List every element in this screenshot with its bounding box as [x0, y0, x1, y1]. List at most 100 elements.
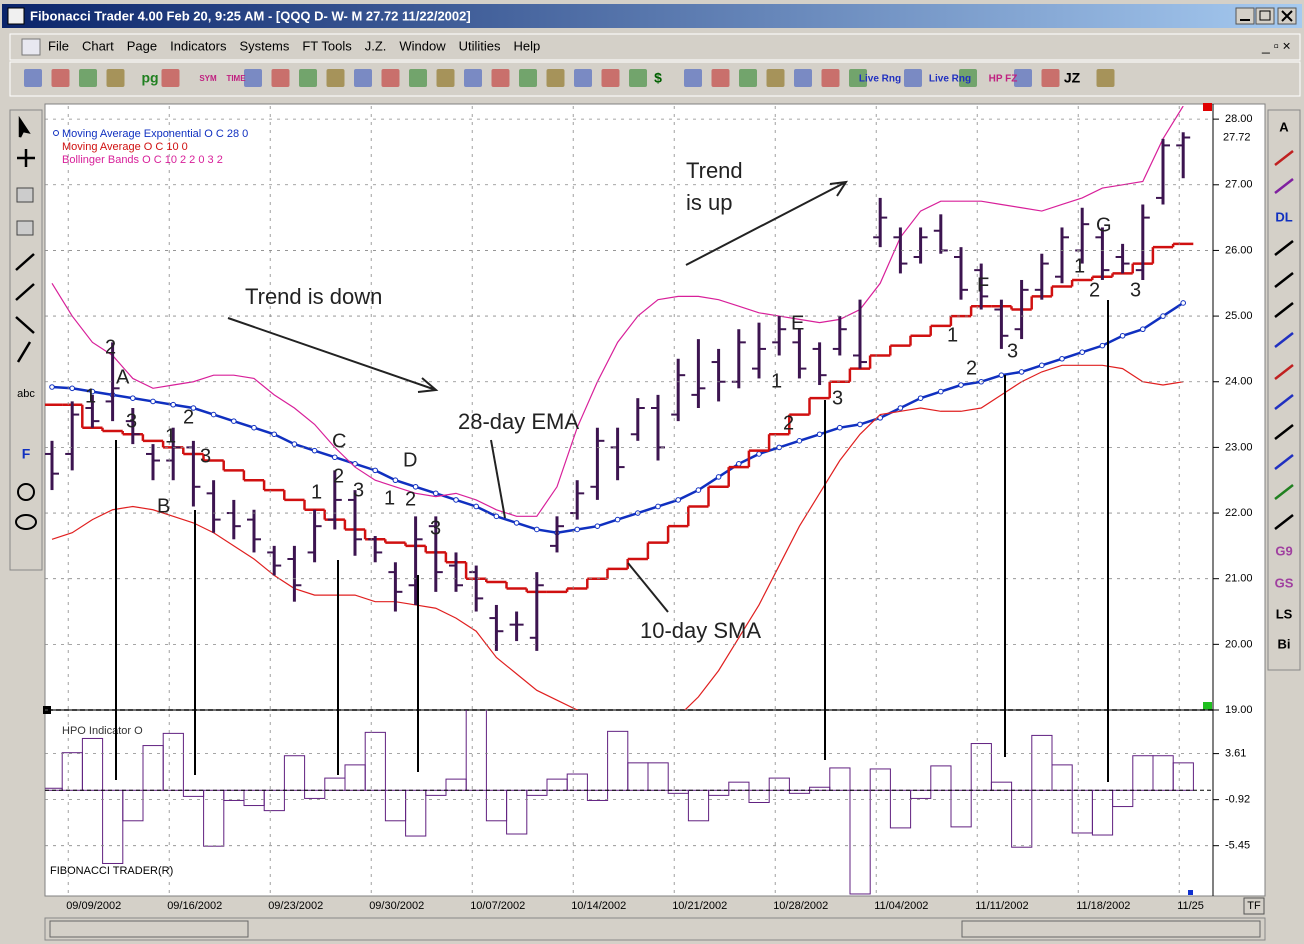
tool-label[interactable]: G9 — [1275, 543, 1292, 558]
toolbar-button[interactable] — [299, 69, 317, 87]
toolbar-label[interactable]: TIME — [226, 74, 246, 83]
toolbar-button[interactable] — [381, 69, 400, 87]
toolbar-button[interactable] — [24, 69, 42, 87]
tool-icon[interactable] — [15, 253, 35, 271]
toolbar-button[interactable] — [629, 69, 647, 87]
tool-icon[interactable] — [15, 283, 35, 301]
tool-icon[interactable] — [17, 483, 35, 501]
tool-icon[interactable] — [1274, 178, 1294, 194]
tool-icon[interactable] — [16, 220, 34, 236]
toolbar-label[interactable]: Live Rng — [859, 74, 901, 85]
toolbar-button[interactable] — [959, 69, 977, 87]
toolbar-button[interactable] — [244, 69, 262, 87]
wave-label: 1 — [1074, 255, 1085, 277]
menu: File Chart Page Indicators Systems FT Tools J.… — [48, 38, 540, 53]
toolbar-button[interactable] — [684, 69, 702, 87]
legend-entry: Bollinger Bands O C 10 2 2 0 3 2 — [62, 154, 223, 166]
tool-icon[interactable] — [1274, 484, 1294, 500]
tool-icon[interactable] — [1274, 364, 1294, 380]
tool-label[interactable]: Bi — [1278, 636, 1291, 651]
wave-label: 3 — [353, 479, 364, 501]
toolbar-button[interactable] — [79, 69, 97, 87]
toolbar-button[interactable] — [739, 69, 757, 87]
toolbar-button[interactable] — [766, 69, 785, 87]
menu-item[interactable]: Systems — [240, 38, 290, 53]
tool-label[interactable]: F — [22, 446, 31, 462]
tool-label[interactable]: LS — [1276, 606, 1293, 621]
toolbar-button[interactable] — [904, 69, 922, 87]
window-controls[interactable] — [1235, 7, 1297, 25]
toolbar-button[interactable] — [794, 69, 812, 87]
last-price: 27.72 — [1223, 131, 1251, 143]
ema-dot — [352, 461, 358, 467]
toolbar-label[interactable]: SYM — [199, 74, 217, 83]
toolbar-button[interactable] — [519, 69, 537, 87]
tool-icon[interactable] — [15, 514, 37, 530]
tool-icon[interactable] — [1274, 240, 1294, 256]
tool-label[interactable]: GS — [1275, 575, 1294, 590]
menu-item[interactable]: Help — [514, 38, 541, 53]
tool-label[interactable]: A — [1279, 119, 1289, 134]
tool-icon[interactable] — [1274, 394, 1294, 410]
tool-icon[interactable] — [1274, 150, 1294, 166]
tool-icon[interactable] — [1274, 302, 1294, 318]
toolbar-button[interactable] — [161, 69, 180, 87]
ema-dot — [513, 520, 520, 526]
ema-dot — [473, 503, 480, 510]
y-tick-label: 23.00 — [1225, 441, 1253, 453]
toolbar-label[interactable]: HP FZ — [989, 74, 1018, 85]
toolbar-button[interactable] — [326, 69, 345, 87]
toolbar-button[interactable] — [409, 69, 427, 87]
tool-icon[interactable] — [1274, 514, 1294, 530]
menu-item[interactable]: Indicators — [170, 38, 227, 53]
menu-item[interactable]: Utilities — [459, 38, 501, 53]
toolbar-button[interactable] — [546, 69, 565, 87]
toolbar-button[interactable] — [601, 69, 620, 87]
tool-icon[interactable] — [18, 115, 31, 138]
ema-dot — [1099, 342, 1106, 349]
toolbar-button[interactable] — [849, 69, 867, 87]
wave-label: 3 — [430, 517, 441, 539]
menu-item[interactable]: Window — [399, 38, 446, 53]
hpo-bar — [283, 755, 306, 791]
tool-icon[interactable] — [1274, 454, 1294, 470]
tool-icon[interactable] — [1274, 332, 1294, 348]
toolbar-button[interactable] — [821, 69, 840, 87]
tool-icon[interactable] — [1274, 272, 1294, 288]
toolbar — [9, 61, 1301, 97]
hpo-bar — [930, 765, 952, 791]
menu-item[interactable]: File — [48, 38, 69, 53]
toolbar-button[interactable] — [271, 69, 290, 87]
tool-icon[interactable] — [15, 316, 35, 334]
tool-label[interactable]: DL — [1275, 209, 1292, 224]
toolbar-button[interactable] — [464, 69, 482, 87]
menu-item[interactable]: FT Tools — [302, 38, 352, 53]
toolbar-button[interactable] — [354, 69, 372, 87]
tool-icon[interactable] — [17, 149, 35, 167]
toolbar-label[interactable]: $ — [654, 70, 662, 86]
toolbar-button[interactable] — [51, 69, 70, 87]
toolbar-button[interactable] — [491, 69, 510, 87]
toolbar-button[interactable] — [1014, 69, 1032, 87]
toolbar-label[interactable]: JZ — [1064, 70, 1081, 86]
toolbar-button[interactable] — [711, 69, 730, 87]
menu-item[interactable]: Chart — [82, 38, 114, 53]
wave-label: 2 — [183, 406, 194, 428]
minimize-button[interactable] — [1235, 7, 1255, 25]
tool-icon[interactable] — [1274, 424, 1294, 440]
toolbar-label[interactable]: Live Rng — [929, 74, 971, 85]
menu-item[interactable]: J.Z. — [365, 38, 387, 53]
menu-item[interactable]: Page — [127, 38, 157, 53]
maximize-button[interactable] — [1255, 7, 1275, 25]
toolbar-button[interactable] — [1041, 69, 1060, 87]
tf-button[interactable] — [1243, 897, 1265, 915]
toolbar-button[interactable] — [1096, 69, 1115, 87]
toolbar-button[interactable] — [106, 69, 125, 87]
toolbar-label[interactable]: pg — [141, 70, 158, 86]
tool-icon[interactable] — [16, 341, 32, 363]
tool-icon[interactable] — [16, 187, 34, 203]
toolbar-button[interactable] — [436, 69, 455, 87]
wave-label: 1 — [165, 425, 176, 447]
toolbar-button[interactable] — [574, 69, 592, 87]
tool-label[interactable]: abc — [17, 388, 35, 400]
